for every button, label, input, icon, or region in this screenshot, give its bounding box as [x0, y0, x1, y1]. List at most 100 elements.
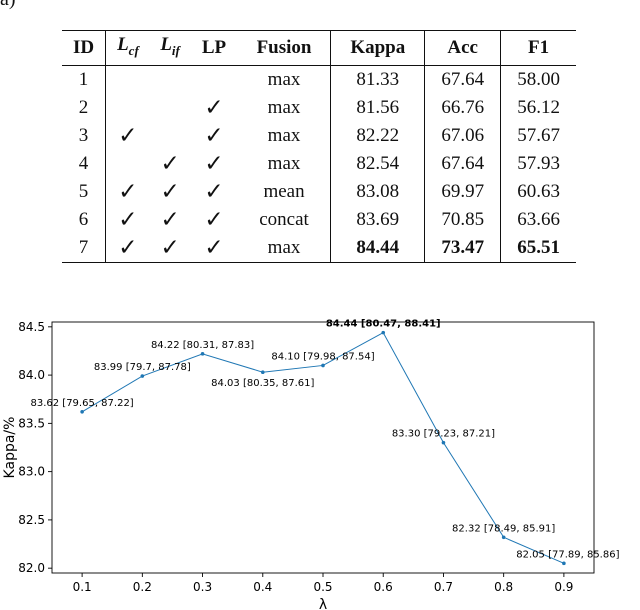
- data-label: 84.22 [80.31, 87.83]: [151, 340, 254, 351]
- data-label: 82.32 [78.49, 85.91]: [452, 523, 555, 534]
- cell-fusion: max: [267, 68, 301, 90]
- cell-lp: [190, 65, 237, 94]
- header-l-if: Lif: [149, 30, 191, 66]
- data-label: 82.05 [77.89, 85.86]: [516, 549, 619, 560]
- cell-f1: 56.12: [500, 93, 576, 122]
- data-label: 83.62 [79.65, 87.22]: [30, 398, 133, 409]
- header-acc: Acc: [424, 30, 501, 66]
- cell-kappa: 82.54: [330, 149, 425, 178]
- cell-kappa: 81.33: [330, 65, 425, 94]
- header-kappa: Kappa: [330, 30, 425, 66]
- cell-l-if: ✓: [160, 150, 180, 177]
- cell-acc: 70.85: [424, 205, 501, 234]
- cell-acc: 66.76: [424, 93, 501, 122]
- cell-lp: ✓: [204, 94, 224, 121]
- table-row: 7 ✓ ✓ ✓ max 84.44 73.47 65.51: [62, 233, 576, 263]
- cell-acc: 73.47: [424, 233, 501, 263]
- data-point: [562, 561, 566, 566]
- table-row: 4 ✓ ✓ max 82.54 67.64 57.93: [62, 149, 576, 178]
- table-row: 5 ✓ ✓ ✓ mean 83.08 69.97 60.63: [62, 177, 576, 206]
- cell-lp: ✓: [204, 206, 224, 233]
- cell-lp: ✓: [204, 122, 224, 149]
- y-tick-label: 82.0: [18, 561, 45, 575]
- x-tick-label: 0.1: [73, 580, 92, 594]
- x-tick-label: 0.7: [434, 580, 453, 594]
- x-tick-label: 0.8: [494, 580, 513, 594]
- ablation-table: ID Lcf Lif LP Fusion Kappa Acc F1 1 max 81…: [62, 30, 576, 263]
- header-lp: LP: [190, 30, 238, 66]
- cell-f1: 63.66: [500, 205, 576, 234]
- cell-fusion: mean: [263, 180, 305, 202]
- table-row: 2 ✓ max 81.56 66.76 56.12: [62, 93, 576, 122]
- y-tick-label: 83.5: [18, 416, 45, 430]
- cell-l-cf: ✓: [104, 233, 150, 263]
- x-tick-label: 0.4: [253, 580, 272, 594]
- cell-acc: 67.06: [424, 121, 501, 150]
- cell-acc: 69.97: [424, 177, 501, 206]
- cell-l-cf: [104, 93, 150, 122]
- header-f1: F1: [500, 30, 576, 66]
- table-row: 6 ✓ ✓ ✓ concat 83.69 70.85 63.66: [62, 205, 576, 234]
- cell-id: 1: [78, 68, 89, 90]
- cell-f1: 65.51: [500, 233, 576, 263]
- cell-l-if: ✓: [149, 233, 191, 263]
- cell-acc: 67.64: [424, 65, 501, 94]
- cell-kappa: 82.22: [330, 121, 425, 150]
- cell-lp: ✓: [190, 233, 238, 263]
- y-tick-label: 84.0: [18, 368, 45, 382]
- data-label: 83.30 [79.23, 87.21]: [392, 429, 495, 440]
- cell-id: 3: [78, 124, 89, 146]
- cell-acc: 67.64: [424, 149, 501, 178]
- cell-kappa: 81.56: [330, 93, 425, 122]
- cell-l-if: [150, 122, 190, 150]
- cell-l-cf: ✓: [104, 177, 150, 206]
- table-row: 1 max 81.33 67.64 58.00: [62, 65, 576, 94]
- cell-fusion: concat: [259, 208, 309, 230]
- x-tick-label: 0.6: [374, 580, 393, 594]
- data-label: 84.44 [80.47, 88.41]: [326, 319, 441, 330]
- header-fusion: Fusion: [237, 30, 331, 66]
- x-axis-label: λ: [319, 597, 327, 610]
- x-tick-label: 0.9: [554, 580, 573, 594]
- cell-l-cf: ✓: [104, 121, 150, 150]
- y-tick-label: 82.5: [18, 513, 45, 527]
- data-point: [260, 370, 265, 374]
- cell-id: 2: [78, 96, 89, 118]
- kappa-lambda-chart: 0.1 0.2 0.3 0.4 0.5 0.6 0.7 0.8 0.9 82.0 82.5 83.0 8…: [2, 319, 620, 610]
- cell-id: 6: [78, 208, 89, 230]
- cell-fusion: max: [237, 233, 331, 263]
- cell-l-if: [150, 94, 190, 122]
- x-tick-label: 0.5: [313, 580, 332, 594]
- data-label: 84.10 [79.98, 87.54]: [271, 351, 374, 362]
- data-point: [140, 374, 145, 378]
- cell-l-cf: [104, 65, 150, 94]
- cell-id: 4: [78, 152, 89, 174]
- data-point: [501, 535, 506, 540]
- table-header-row: ID Lcf Lif LP Fusion Kappa Acc F1: [62, 30, 576, 66]
- cell-l-cf: ✓: [104, 205, 150, 234]
- y-axis-label: Kappa/%: [2, 417, 18, 479]
- cell-kappa: 83.08: [330, 177, 425, 206]
- header-l-cf: Lcf: [104, 30, 150, 66]
- cell-id: 5: [78, 180, 89, 202]
- cell-l-cf: [104, 149, 150, 178]
- cell-lp: ✓: [204, 178, 224, 205]
- cell-l-if: ✓: [160, 206, 180, 233]
- x-tick-label: 0.3: [193, 580, 212, 594]
- cell-id: 7: [62, 233, 106, 263]
- cell-fusion: max: [267, 152, 301, 174]
- cell-lp: ✓: [204, 150, 224, 177]
- data-label: 84.03 [80.35, 87.61]: [211, 378, 314, 389]
- cell-l-if: ✓: [160, 178, 180, 205]
- x-tick-label: 0.2: [133, 580, 152, 594]
- data-label: 83.99 [79.7, 87.78]: [94, 362, 191, 373]
- cell-f1: 57.93: [500, 149, 576, 178]
- cell-fusion: max: [267, 96, 301, 118]
- data-point: [381, 330, 386, 335]
- cell-kappa: 84.44: [330, 233, 425, 263]
- table-row: 3 ✓ ✓ max 82.22 67.06 57.67: [62, 121, 576, 150]
- header-id: ID: [62, 30, 106, 66]
- cell-l-if: [150, 65, 190, 94]
- cell-f1: 58.00: [500, 65, 576, 94]
- data-point: [321, 363, 325, 368]
